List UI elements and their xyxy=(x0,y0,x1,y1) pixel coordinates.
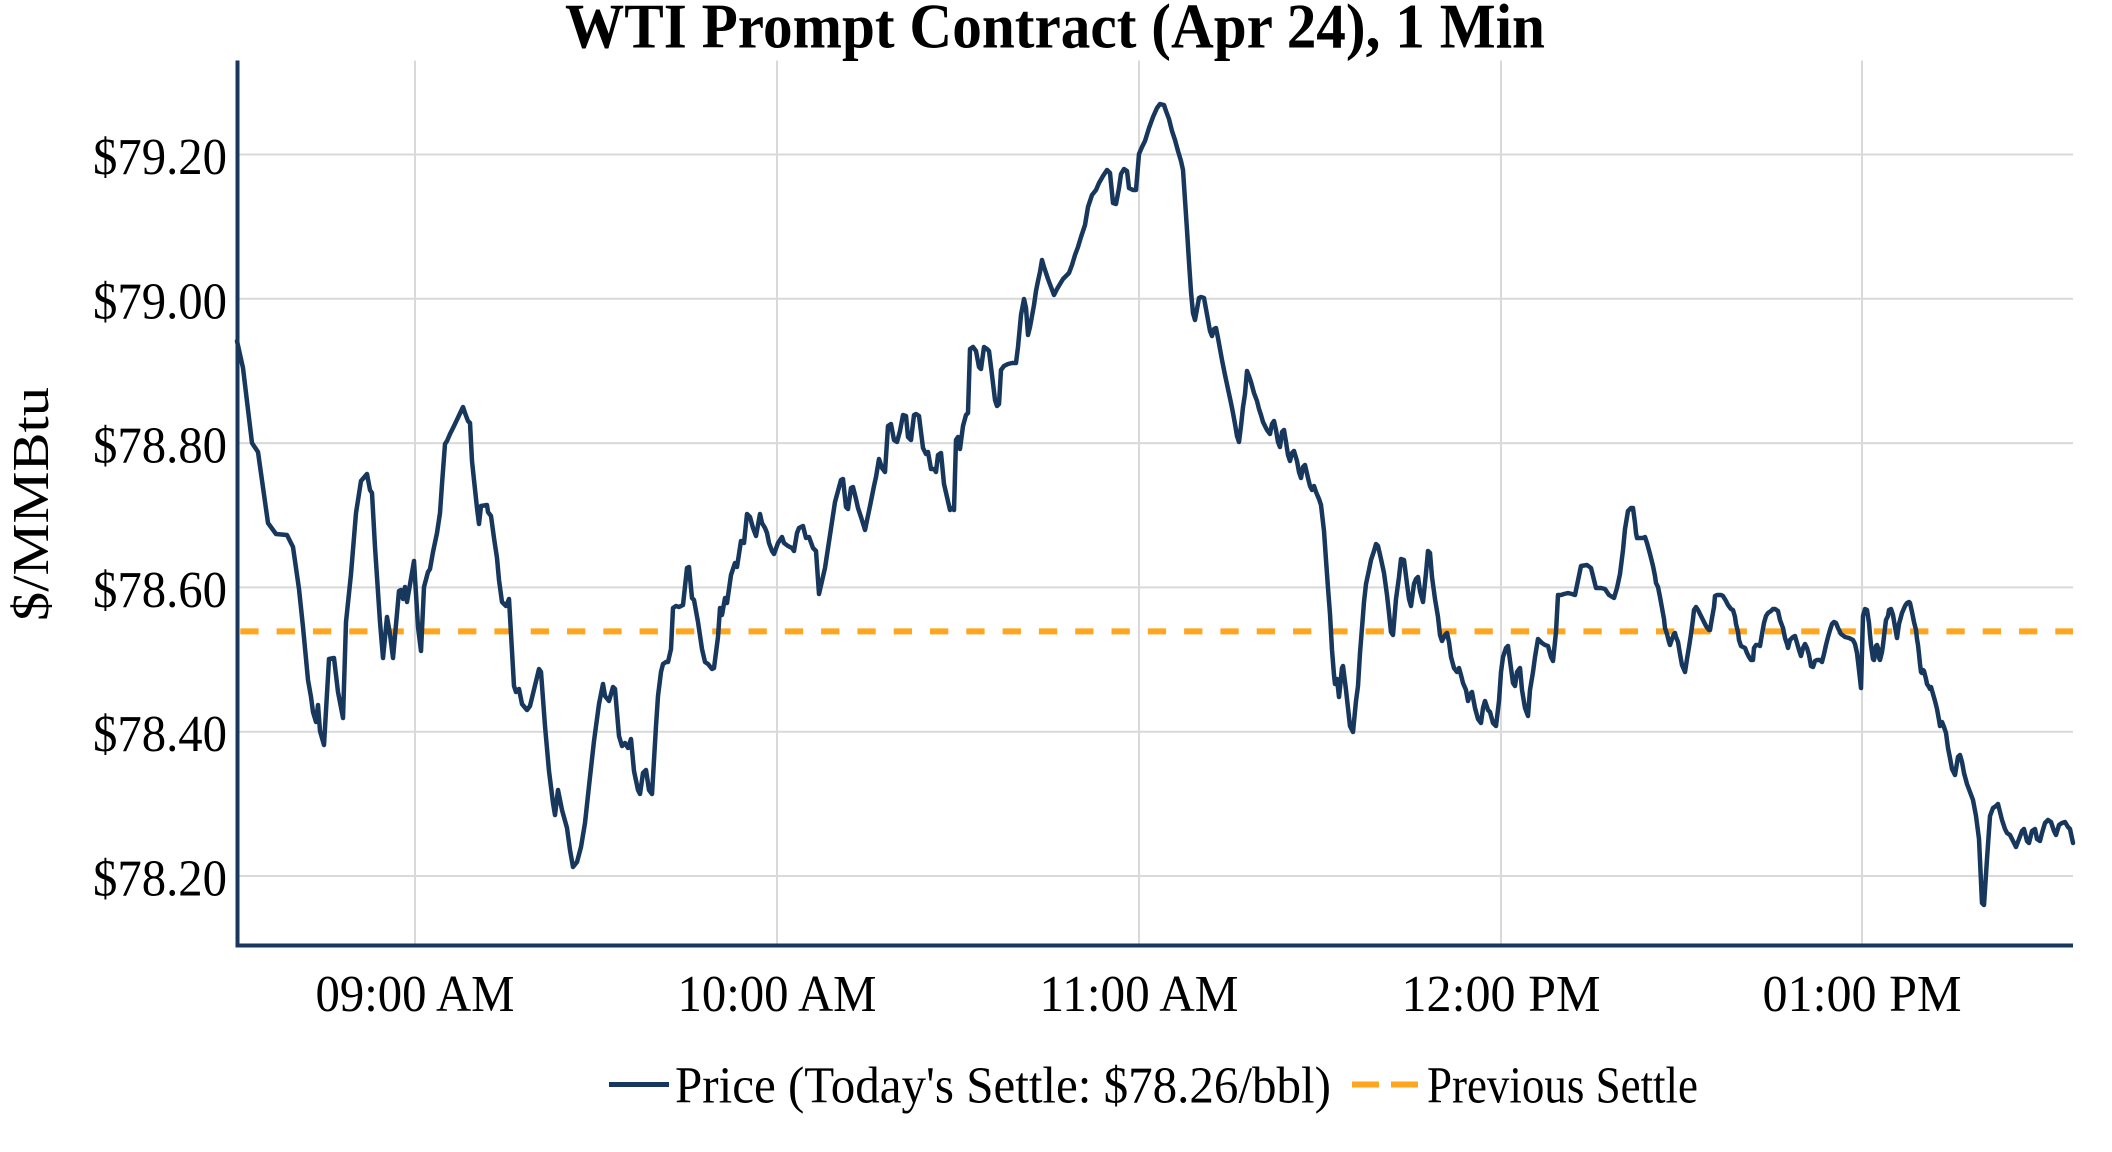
svg-text:01:00 PM: 01:00 PM xyxy=(1763,966,1962,1023)
svg-text:10:00 AM: 10:00 AM xyxy=(678,966,877,1023)
svg-text:Previous Settle: Previous Settle xyxy=(1427,1058,1698,1115)
svg-text:$79.20: $79.20 xyxy=(93,129,227,186)
svg-text:WTI Prompt Contract (Apr 24),: WTI Prompt Contract (Apr 24), 1 Min xyxy=(565,0,1545,62)
svg-text:Price (Today's Settle: $78.26/: Price (Today's Settle: $78.26/bbl) xyxy=(675,1058,1331,1115)
svg-text:$78.40: $78.40 xyxy=(93,706,227,763)
svg-text:12:00 PM: 12:00 PM xyxy=(1402,966,1601,1023)
svg-text:$78.20: $78.20 xyxy=(93,851,227,908)
svg-text:11:00 AM: 11:00 AM xyxy=(1040,966,1239,1023)
svg-text:$79.00: $79.00 xyxy=(93,273,227,330)
svg-text:$78.80: $78.80 xyxy=(93,418,227,475)
svg-text:$/MMBtu: $/MMBtu xyxy=(3,387,60,621)
svg-text:09:00 AM: 09:00 AM xyxy=(316,966,515,1023)
svg-text:$78.60: $78.60 xyxy=(93,562,227,619)
